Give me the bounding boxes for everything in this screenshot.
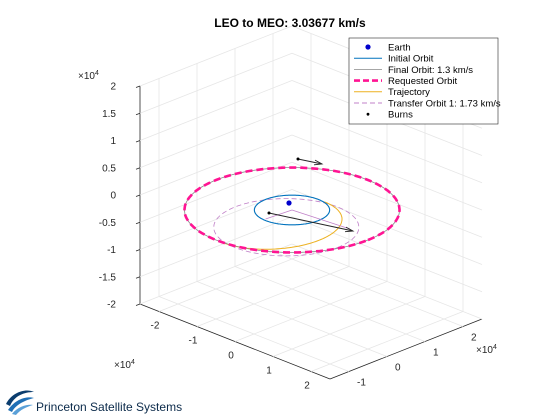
initial-orbit-line xyxy=(253,194,331,226)
legend-swatch xyxy=(365,44,371,50)
grid-line xyxy=(234,266,426,342)
x-tick-label: 1 xyxy=(266,366,272,377)
ticks: -2 -1.5 -1 -0.5 0 0.5 1 1.5 2 -2 -1 0 1 2 -1 0 1 2 xyxy=(99,82,477,392)
burn-marker xyxy=(296,157,300,161)
grid-line xyxy=(196,281,388,357)
legend-item: Requested Orbit xyxy=(354,76,458,87)
chart-title: LEO to MEO: 3.03677 km/s xyxy=(214,16,366,30)
z-tick-mark xyxy=(135,194,141,197)
x-exponent: ×104 xyxy=(114,359,135,371)
grid-line xyxy=(291,161,483,238)
burn-marker xyxy=(267,211,271,215)
grid-line xyxy=(291,216,483,293)
grid-line xyxy=(234,281,388,342)
grid-line xyxy=(291,107,483,184)
legend-label: Final Orbit: 1.3 km/s xyxy=(388,65,473,76)
legend-item: Initial Orbit xyxy=(354,54,434,65)
z-tick-mark xyxy=(135,167,141,170)
legend-item: Transfer Orbit 1: 1.73 km/s xyxy=(354,98,501,109)
legend-label: Transfer Orbit 1: 1.73 km/s xyxy=(388,98,501,109)
grid-line xyxy=(158,296,350,372)
legend-item: Burns xyxy=(366,110,413,121)
grid-line xyxy=(139,134,293,196)
legend-item: Earth xyxy=(365,42,411,53)
brand-name: Princeton Satellite Systems xyxy=(36,400,183,414)
grid-line xyxy=(291,243,483,320)
z-tick-mark xyxy=(135,85,141,88)
z-tick-mark xyxy=(135,221,141,225)
earth-marker xyxy=(286,200,292,206)
legend-label: Earth xyxy=(388,42,411,53)
grid-line xyxy=(158,251,312,312)
z-tick-label: 0.5 xyxy=(102,163,116,174)
requested-orbit-line xyxy=(183,166,401,254)
grid-line xyxy=(139,25,293,87)
x-tick-label: 0 xyxy=(228,351,234,362)
trajectory-line xyxy=(221,201,343,250)
grid-line xyxy=(272,251,464,327)
y-axis-line xyxy=(329,318,483,380)
burn-arrow-head xyxy=(313,159,324,166)
legend-label: Initial Orbit xyxy=(388,54,434,65)
z-tick-label: 1 xyxy=(110,136,116,147)
grid-line xyxy=(139,243,293,305)
legend-swatch xyxy=(366,112,370,116)
grid-line xyxy=(139,216,293,278)
z-tick-label: 0 xyxy=(110,191,116,202)
z-tick-label: -1 xyxy=(107,245,116,256)
legend-label: Requested Orbit xyxy=(388,76,458,87)
grid-line xyxy=(272,296,426,357)
legend-label: Burns xyxy=(388,110,413,121)
z-tick-label: -1.5 xyxy=(99,272,117,283)
grid-line xyxy=(139,52,293,114)
z-tick-label: 2 xyxy=(110,82,116,93)
x-tick-label: 2 xyxy=(304,381,310,392)
grid-line xyxy=(139,161,293,223)
z-exponent: ×104 xyxy=(78,70,99,82)
z-tick-label: -0.5 xyxy=(99,218,117,229)
grid-line xyxy=(139,107,293,169)
burn-arrow xyxy=(297,158,323,165)
radius-line xyxy=(291,209,351,230)
y-tick-label: -1 xyxy=(357,378,366,389)
grid-line xyxy=(196,266,350,327)
grid-line xyxy=(291,134,483,211)
y-exponent: ×104 xyxy=(476,344,497,356)
z-tick-mark xyxy=(135,112,141,116)
z-tick-mark xyxy=(135,249,141,252)
y-tick-label: 1 xyxy=(433,348,439,359)
princeton-swoosh-logo xyxy=(6,390,34,415)
y-tick-label: 2 xyxy=(471,333,477,344)
z-tick-mark xyxy=(135,276,141,279)
z-tick-mark xyxy=(135,303,141,306)
radius-line xyxy=(265,209,293,220)
x-tick-label: -1 xyxy=(189,336,198,347)
legend-item: Trajectory xyxy=(354,87,430,98)
burn-arrow-head xyxy=(344,226,355,233)
y-tick-label: 0 xyxy=(395,363,401,374)
z-tick-label: -2 xyxy=(107,300,116,311)
grid-line xyxy=(310,311,464,372)
orbits xyxy=(183,157,401,257)
z-tick-label: 1.5 xyxy=(102,109,116,120)
burn-arrow xyxy=(268,212,354,232)
legend-label: Trajectory xyxy=(388,87,430,98)
x-tick-label: -2 xyxy=(151,321,160,332)
grid-line xyxy=(139,80,293,141)
legend-item: Final Orbit: 1.3 km/s xyxy=(354,65,473,76)
z-tick-mark xyxy=(135,140,141,143)
